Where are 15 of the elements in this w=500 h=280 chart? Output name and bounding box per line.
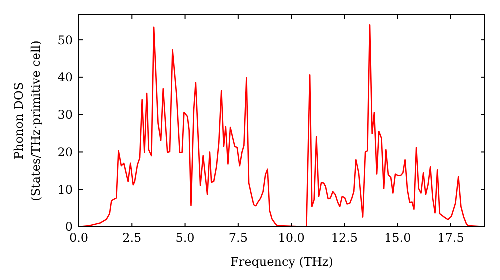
x-tick-label: 2.5 [122,231,142,245]
y-tick-label: 40 [58,70,73,85]
x-tick-label: 5.0 [176,231,195,245]
x-tick-label: 17.5 [438,231,464,245]
y-tick-label: 50 [58,33,73,48]
x-tick-label: 12.5 [331,231,358,245]
x-tick-label: 15.0 [384,231,412,245]
y-axis-title: Phonon DOS (States/THz·primitive cell) [12,40,43,202]
x-tick-label: 10.0 [278,231,305,245]
y-tick-label: 10 [58,182,73,197]
x-tick-label: 7.5 [228,231,248,245]
line-series [79,24,485,227]
y-tick-label: 20 [58,145,73,160]
y-tick-label: 30 [58,108,73,122]
x-axis-title: Frequency (THz) [230,255,334,269]
